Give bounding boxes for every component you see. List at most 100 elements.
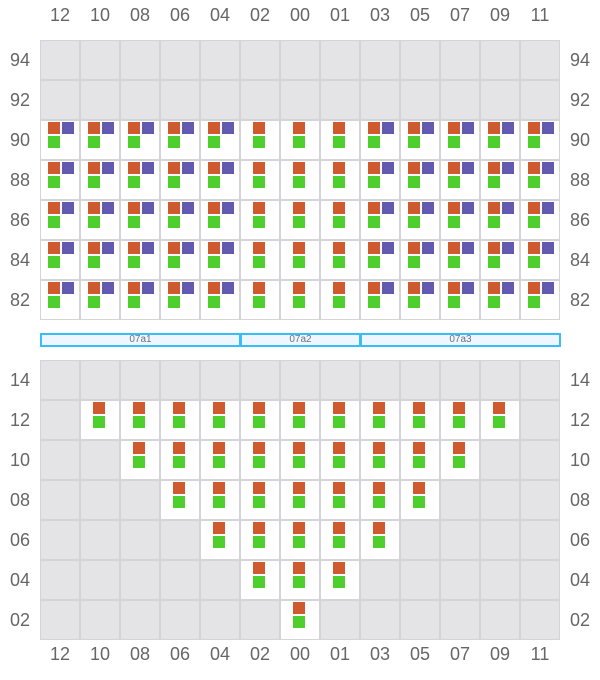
slot-empty[interactable] xyxy=(480,440,520,480)
orange-unit[interactable] xyxy=(253,242,265,254)
slot-occupied[interactable] xyxy=(360,400,400,440)
slot-empty[interactable] xyxy=(360,560,400,600)
green-unit[interactable] xyxy=(253,416,265,428)
slot-occupied[interactable] xyxy=(400,400,440,440)
orange-unit[interactable] xyxy=(368,162,380,174)
orange-unit[interactable] xyxy=(293,482,305,494)
purple-unit[interactable] xyxy=(222,122,234,134)
green-unit[interactable] xyxy=(293,616,305,628)
orange-unit[interactable] xyxy=(208,242,220,254)
orange-unit[interactable] xyxy=(453,402,465,414)
orange-unit[interactable] xyxy=(408,162,420,174)
green-unit[interactable] xyxy=(253,176,265,188)
green-unit[interactable] xyxy=(88,256,100,268)
slot-occupied[interactable] xyxy=(320,400,360,440)
orange-unit[interactable] xyxy=(253,562,265,574)
slot-occupied[interactable] xyxy=(360,240,400,280)
slot-occupied[interactable] xyxy=(440,120,480,160)
green-unit[interactable] xyxy=(333,296,345,308)
green-unit[interactable] xyxy=(333,456,345,468)
slot-empty[interactable] xyxy=(120,520,160,560)
orange-unit[interactable] xyxy=(168,202,180,214)
orange-unit[interactable] xyxy=(293,562,305,574)
green-unit[interactable] xyxy=(253,536,265,548)
slot-occupied[interactable] xyxy=(520,120,560,160)
slot-empty[interactable] xyxy=(40,520,80,560)
slot-occupied[interactable] xyxy=(280,440,320,480)
slot-occupied[interactable] xyxy=(400,120,440,160)
green-unit[interactable] xyxy=(128,176,140,188)
orange-unit[interactable] xyxy=(168,282,180,294)
slot-occupied[interactable] xyxy=(440,200,480,240)
orange-unit[interactable] xyxy=(128,282,140,294)
orange-unit[interactable] xyxy=(373,402,385,414)
purple-unit[interactable] xyxy=(542,202,554,214)
green-unit[interactable] xyxy=(213,496,225,508)
orange-unit[interactable] xyxy=(208,202,220,214)
purple-unit[interactable] xyxy=(382,202,394,214)
orange-unit[interactable] xyxy=(48,202,60,214)
purple-unit[interactable] xyxy=(222,242,234,254)
green-unit[interactable] xyxy=(333,176,345,188)
orange-unit[interactable] xyxy=(293,162,305,174)
orange-unit[interactable] xyxy=(408,282,420,294)
zone-band[interactable]: 07a1 xyxy=(40,333,241,347)
slot-empty[interactable] xyxy=(480,560,520,600)
slot-empty[interactable] xyxy=(40,600,80,640)
slot-empty[interactable] xyxy=(40,360,80,400)
slot-empty[interactable] xyxy=(320,600,360,640)
slot-empty[interactable] xyxy=(520,400,560,440)
green-unit[interactable] xyxy=(293,296,305,308)
slot-empty[interactable] xyxy=(280,40,320,80)
orange-unit[interactable] xyxy=(208,282,220,294)
slot-empty[interactable] xyxy=(240,80,280,120)
purple-unit[interactable] xyxy=(502,122,514,134)
slot-occupied[interactable] xyxy=(320,440,360,480)
slot-occupied[interactable] xyxy=(320,200,360,240)
green-unit[interactable] xyxy=(373,456,385,468)
slot-occupied[interactable] xyxy=(240,240,280,280)
slot-occupied[interactable] xyxy=(280,120,320,160)
slot-occupied[interactable] xyxy=(320,240,360,280)
slot-empty[interactable] xyxy=(440,600,480,640)
purple-unit[interactable] xyxy=(182,162,194,174)
slot-empty[interactable] xyxy=(80,360,120,400)
green-unit[interactable] xyxy=(528,256,540,268)
orange-unit[interactable] xyxy=(253,282,265,294)
slot-occupied[interactable] xyxy=(160,160,200,200)
orange-unit[interactable] xyxy=(88,202,100,214)
slot-empty[interactable] xyxy=(120,480,160,520)
slot-empty[interactable] xyxy=(520,80,560,120)
slot-empty[interactable] xyxy=(200,360,240,400)
orange-unit[interactable] xyxy=(333,122,345,134)
purple-unit[interactable] xyxy=(462,242,474,254)
slot-occupied[interactable] xyxy=(80,160,120,200)
slot-empty[interactable] xyxy=(440,560,480,600)
slot-occupied[interactable] xyxy=(120,200,160,240)
green-unit[interactable] xyxy=(333,136,345,148)
green-unit[interactable] xyxy=(528,296,540,308)
slot-occupied[interactable] xyxy=(440,400,480,440)
orange-unit[interactable] xyxy=(528,282,540,294)
green-unit[interactable] xyxy=(293,536,305,548)
green-unit[interactable] xyxy=(208,256,220,268)
slot-occupied[interactable] xyxy=(80,400,120,440)
orange-unit[interactable] xyxy=(528,202,540,214)
purple-unit[interactable] xyxy=(502,242,514,254)
orange-unit[interactable] xyxy=(488,122,500,134)
slot-empty[interactable] xyxy=(440,360,480,400)
slot-empty[interactable] xyxy=(520,560,560,600)
purple-unit[interactable] xyxy=(182,242,194,254)
green-unit[interactable] xyxy=(253,456,265,468)
orange-unit[interactable] xyxy=(413,442,425,454)
slot-occupied[interactable] xyxy=(200,280,240,320)
green-unit[interactable] xyxy=(253,256,265,268)
slot-empty[interactable] xyxy=(400,40,440,80)
slot-occupied[interactable] xyxy=(240,480,280,520)
orange-unit[interactable] xyxy=(408,242,420,254)
orange-unit[interactable] xyxy=(293,402,305,414)
slot-empty[interactable] xyxy=(400,560,440,600)
green-unit[interactable] xyxy=(173,416,185,428)
green-unit[interactable] xyxy=(448,256,460,268)
slot-occupied[interactable] xyxy=(480,400,520,440)
